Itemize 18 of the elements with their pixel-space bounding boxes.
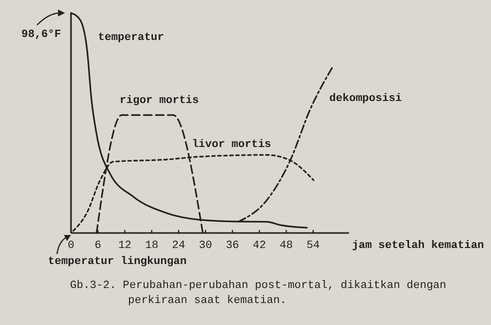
x-axis-title: jam setelah kematian: [352, 240, 484, 252]
x-tick-label: 42: [252, 240, 266, 252]
x-tick-label: 18: [145, 240, 158, 252]
x-tick-label: 12: [118, 240, 132, 252]
x-tick-label: 30: [198, 240, 212, 252]
x-tick-label: 36: [226, 240, 240, 252]
annotation: 98,6°F: [21, 29, 61, 41]
x-tick-label: 6: [94, 240, 102, 252]
series-label: temperatur: [98, 32, 164, 44]
text: Gb.3-2. Perubahan-perubahan post-mortal, dikaitkan dengan perkiraan saat kematian.: [70, 280, 446, 307]
x-tick-label: 24: [172, 240, 186, 252]
x-tick-label: 54: [306, 240, 320, 252]
series-label: rigor mortis: [120, 95, 199, 108]
series-label: livor mortis: [192, 138, 272, 151]
x-tick-label: 48: [280, 240, 293, 252]
series-label: dekomposisi: [329, 92, 402, 105]
annotation: temperatur lingkungan: [48, 256, 187, 268]
x-tick-label: 0: [68, 240, 74, 252]
